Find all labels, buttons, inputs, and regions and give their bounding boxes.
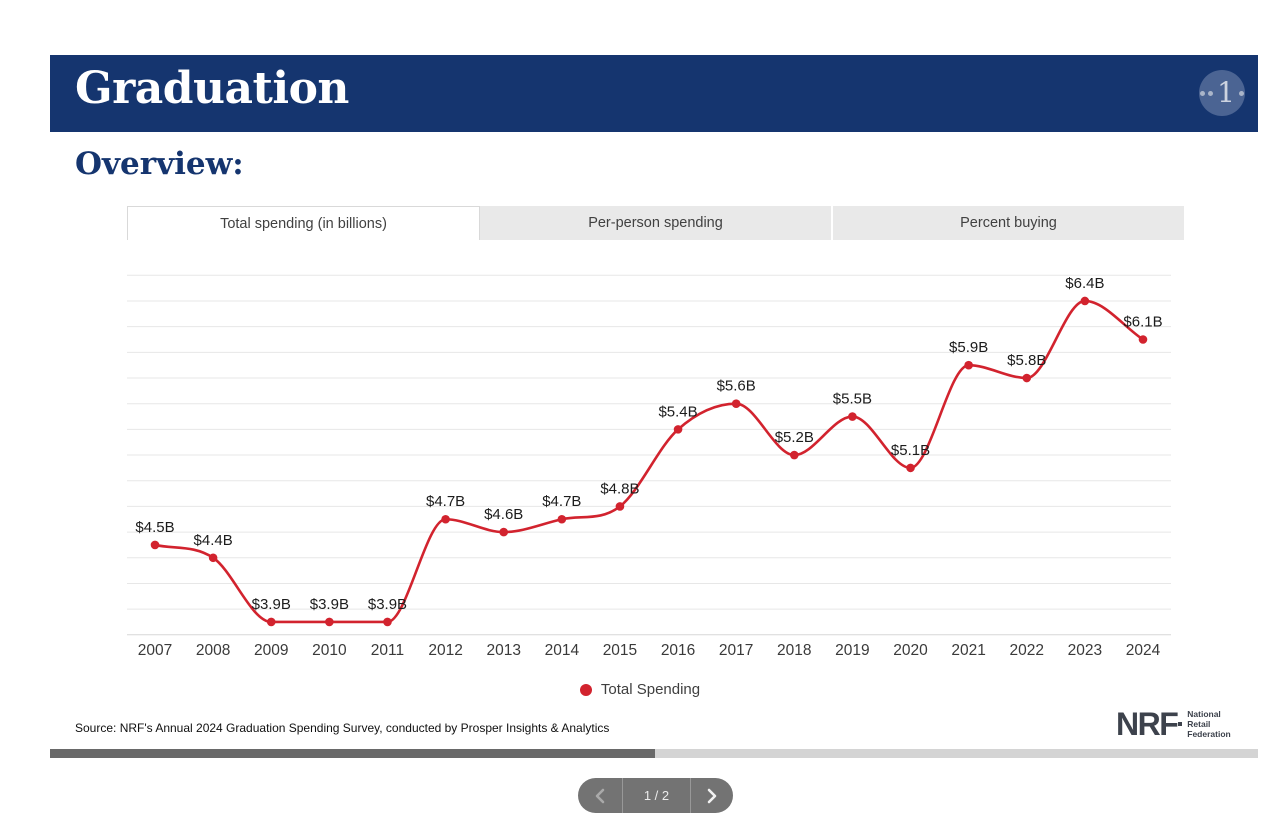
nrf-logo-wordmark: National Retail Federation bbox=[1187, 709, 1231, 739]
data-point-label: $5.8B bbox=[1007, 352, 1046, 369]
horizontal-scrollbar[interactable] bbox=[50, 749, 1258, 758]
x-axis-tick-label: 2018 bbox=[777, 642, 811, 659]
legend-label: Total Spending bbox=[600, 681, 701, 698]
data-point-label: $4.5B bbox=[135, 519, 174, 536]
data-point-label: $3.9B bbox=[368, 596, 407, 613]
tab-percent-buying[interactable]: Percent buying bbox=[831, 206, 1184, 240]
data-point-label: $5.6B bbox=[717, 378, 756, 395]
data-point bbox=[964, 360, 973, 370]
slide-number-badge[interactable]: 1 bbox=[1199, 70, 1245, 116]
nrf-logo-abbr: NRF bbox=[1116, 705, 1179, 742]
data-point bbox=[208, 553, 218, 563]
x-axis-tick-label: 2008 bbox=[196, 642, 230, 659]
data-point-label: $6.1B bbox=[1123, 313, 1162, 330]
tab-total-spending[interactable]: Total spending (in billions) bbox=[127, 206, 480, 240]
x-axis-tick-label: 2019 bbox=[835, 642, 869, 659]
slide-number: 1 bbox=[1217, 76, 1235, 109]
source-note: Source: NRF's Annual 2024 Graduation Spe… bbox=[75, 721, 610, 735]
data-point bbox=[1138, 335, 1148, 344]
x-axis-tick-label: 2022 bbox=[1010, 642, 1044, 659]
data-point bbox=[906, 463, 915, 473]
data-point-label: $5.1B bbox=[891, 442, 930, 459]
data-point-label: $3.9B bbox=[310, 596, 349, 613]
data-point-label: $4.7B bbox=[426, 493, 465, 510]
data-point-label: $3.9B bbox=[252, 596, 291, 613]
ellipsis-dot-icon bbox=[1200, 90, 1206, 96]
data-point bbox=[150, 540, 160, 550]
data-point bbox=[731, 399, 741, 408]
legend-marker-icon bbox=[579, 683, 592, 696]
data-point bbox=[1022, 373, 1032, 383]
x-axis-tick-label: 2010 bbox=[312, 642, 347, 659]
data-point-label: $5.4B bbox=[658, 403, 697, 420]
data-point bbox=[848, 412, 857, 421]
data-point bbox=[383, 617, 392, 627]
nrf-logo: NRF National Retail Federation bbox=[1116, 705, 1231, 742]
x-axis-tick-label: 2014 bbox=[545, 642, 580, 659]
x-axis-tick-label: 2007 bbox=[138, 642, 172, 659]
x-axis-tick-label: 2015 bbox=[603, 642, 637, 659]
data-point bbox=[325, 617, 334, 627]
data-point bbox=[615, 502, 625, 511]
data-point bbox=[441, 514, 450, 524]
data-labels: $4.5B $4.4B $3.9B $3.9B $3.9B $4.7B $4.6B $4.7B… bbox=[135, 275, 1162, 613]
x-axis-tick-label: 2009 bbox=[254, 642, 288, 659]
data-point-label: $5.9B bbox=[949, 339, 988, 356]
scrollbar-thumb[interactable] bbox=[50, 749, 655, 758]
data-point-label: $5.2B bbox=[775, 429, 814, 446]
x-axis-tick-label: 2012 bbox=[428, 642, 462, 659]
x-axis-tick-label: 2013 bbox=[486, 642, 520, 659]
nrf-logo-period bbox=[1178, 722, 1183, 726]
tab-per-person-spending[interactable]: Per-person spending bbox=[480, 206, 831, 240]
page-indicator: 1 / 2 bbox=[622, 778, 691, 813]
x-axis-tick-label: 2021 bbox=[951, 642, 985, 659]
data-point bbox=[266, 617, 276, 627]
data-point-label: $4.4B bbox=[194, 532, 233, 549]
data-point-label: $6.4B bbox=[1065, 275, 1104, 292]
gridlines bbox=[127, 274, 1171, 636]
x-axis-labels: 2007 2008 2009 2010 2011 2012 2013 2014 2015 2016… bbox=[138, 642, 1161, 659]
chevron-right-icon bbox=[707, 788, 717, 803]
previous-slide-button[interactable] bbox=[578, 778, 622, 813]
series-line bbox=[154, 299, 1144, 624]
data-point bbox=[499, 527, 509, 537]
data-point bbox=[789, 450, 799, 460]
data-point-label: $4.8B bbox=[600, 480, 639, 497]
x-axis-tick-label: 2017 bbox=[719, 642, 753, 659]
data-point bbox=[673, 425, 683, 434]
slide-header: Graduation 1 bbox=[50, 55, 1258, 132]
ellipsis-dot-icon bbox=[1238, 90, 1244, 96]
next-slide-button[interactable] bbox=[691, 778, 733, 813]
data-point bbox=[557, 514, 567, 524]
x-axis-tick-label: 2016 bbox=[661, 642, 695, 659]
data-points bbox=[150, 296, 1148, 627]
ellipsis-dot-icon bbox=[1208, 90, 1214, 96]
x-axis-tick-label: 2020 bbox=[893, 642, 928, 659]
chart-tabs: Total spending (in billions) Per-person … bbox=[127, 206, 1184, 240]
slide-pagination: 1 / 2 bbox=[578, 778, 733, 813]
x-axis-tick-label: 2023 bbox=[1068, 642, 1102, 659]
x-axis-tick-label: 2011 bbox=[371, 642, 404, 659]
data-point-label: $4.7B bbox=[542, 493, 581, 510]
section-heading: Overview: bbox=[75, 146, 244, 182]
total-spending-line-chart: $4.5B $4.4B $3.9B $3.9B $3.9B $4.7B $4.6B $4.7B… bbox=[127, 274, 1171, 659]
page-title: Graduation bbox=[75, 63, 349, 114]
data-point-label: $5.5B bbox=[833, 391, 872, 408]
x-axis-tick-label: 2024 bbox=[1126, 642, 1161, 659]
data-point bbox=[1080, 296, 1090, 306]
data-point-label: $4.6B bbox=[484, 506, 523, 523]
chevron-left-icon bbox=[595, 788, 605, 803]
chart-legend: Total Spending bbox=[0, 681, 1280, 698]
